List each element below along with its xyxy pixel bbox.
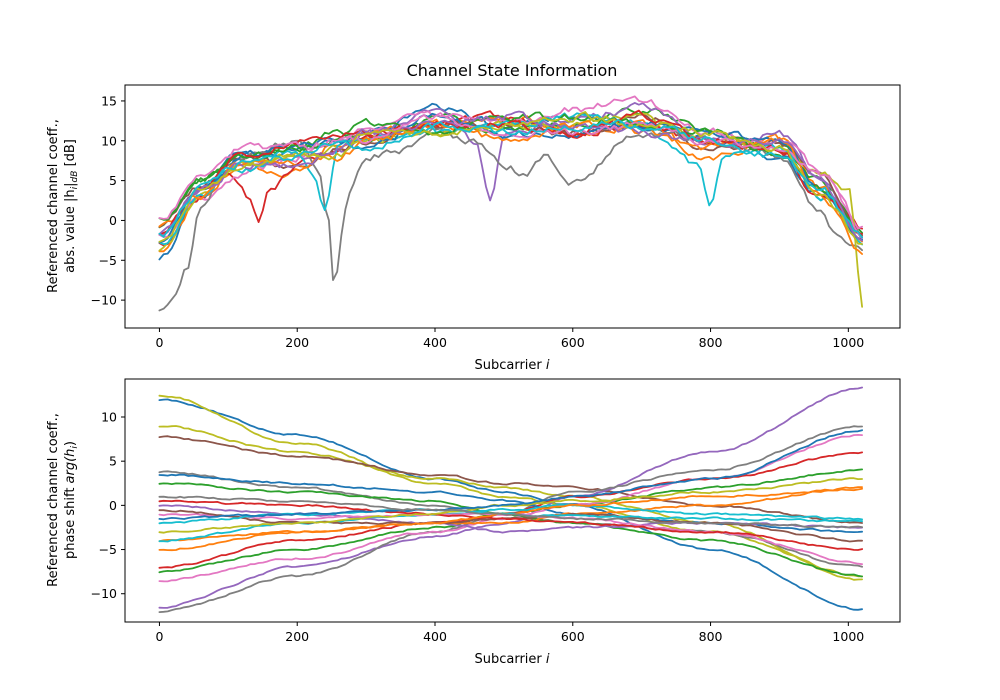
phase-y-tick-label: 5: [109, 454, 117, 469]
phase-x-ticks: 0 200 400 600 800 1000: [155, 622, 864, 644]
amplitude-axes-frame: [124, 84, 901, 329]
amplitude-y-tick-label: 5: [109, 173, 117, 188]
amplitude-series-line-12: [158, 118, 863, 255]
chart-title: Channel State Information: [407, 61, 618, 80]
amplitude-y-axis-label-line2: abs. value |hi|dB [dB]: [63, 139, 80, 273]
phase-y-axis-label-line1: Referenced channel coeff.,: [46, 413, 61, 587]
amplitude-x-tick-label: 800: [699, 335, 723, 350]
phase-series-line-4: [158, 435, 863, 524]
phase-series-group: [158, 386, 863, 613]
amplitude-series-line-17: [158, 111, 863, 245]
amplitude-x-tick-label: 0: [155, 335, 163, 350]
phase-x-tick-label: 200: [285, 629, 309, 644]
amplitude-x-tick-label: 600: [561, 335, 585, 350]
phase-y-tick-label: 0: [109, 498, 117, 513]
amplitude-y-tick-label: 0: [109, 213, 117, 228]
phase-y-ticks: −10 −5 0 5 10: [91, 409, 125, 601]
phase-y-tick-label: −10: [91, 586, 117, 601]
phase-x-tick-label: 800: [699, 629, 723, 644]
phase-series-line-23: [158, 495, 863, 529]
amplitude-x-axis-label: Subcarrier i: [474, 358, 549, 373]
amplitude-y-tick-label: −10: [91, 293, 117, 308]
amplitude-y-tick-label: 15: [101, 93, 117, 108]
phase-x-tick-label: 0: [155, 629, 163, 644]
phase-series-line-1: [158, 398, 863, 611]
phase-y-tick-label: −5: [99, 542, 117, 557]
phase-x-tick-label: 400: [423, 629, 447, 644]
amplitude-panel: 0 200 400 600 800 1000 −10 −5 0 5 10 15 Subcarrier…: [46, 84, 901, 373]
amplitude-y-ticks: −10 −5 0 5 10 15: [91, 93, 125, 308]
phase-x-tick-label: 600: [561, 629, 585, 644]
phase-series-line-22: [158, 429, 863, 521]
phase-series-line-17: [158, 509, 863, 543]
phase-y-axis-label-line2: phase shift arg(hi): [63, 441, 80, 559]
amplitude-y-tick-label: 10: [101, 133, 117, 148]
amplitude-y-axis-label-line1: Referenced channel coeff.,: [46, 119, 61, 293]
phase-y-tick-label: 10: [101, 409, 117, 424]
phase-series-line-3: [158, 425, 863, 581]
phase-axes-frame: [124, 378, 901, 623]
amplitude-y-tick-label: −5: [99, 253, 117, 268]
amplitude-series-line-8: [158, 127, 863, 312]
amplitude-x-tick-label: 400: [423, 335, 447, 350]
phase-series-line-18: [158, 499, 863, 551]
phase-series-line-13: [158, 486, 863, 543]
phase-x-axis-label: Subcarrier i: [474, 652, 549, 667]
amplitude-x-tick-label: 200: [285, 335, 309, 350]
amplitude-series-line-18: [158, 119, 863, 239]
amplitude-x-ticks: 0 200 400 600 800 1000: [155, 328, 864, 350]
phase-series-line-19: [158, 477, 863, 534]
phase-panel: 0 200 400 600 800 1000 −10 −5 0 5 10 Subcarrier i…: [46, 378, 901, 667]
amplitude-series-group: [158, 95, 863, 312]
amplitude-x-tick-label: 1000: [832, 335, 864, 350]
phase-x-tick-label: 1000: [832, 629, 864, 644]
